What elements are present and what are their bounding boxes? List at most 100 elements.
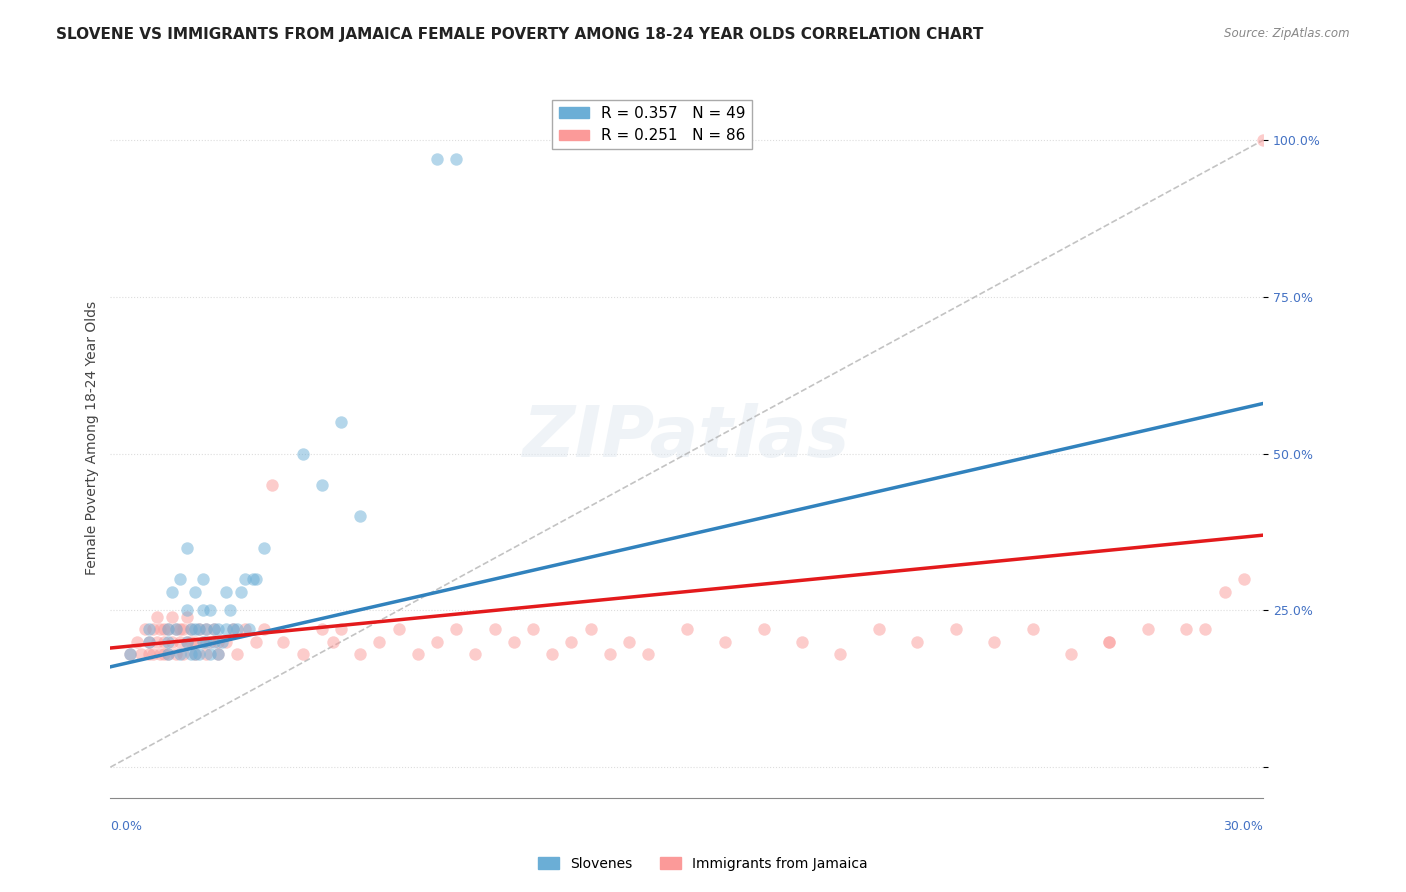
Point xyxy=(368,634,391,648)
Point xyxy=(579,622,602,636)
Point xyxy=(165,622,187,636)
Point xyxy=(426,152,449,166)
Point xyxy=(180,648,202,662)
Point xyxy=(145,634,167,648)
Point xyxy=(191,634,214,648)
Point xyxy=(1098,634,1121,648)
Point xyxy=(184,622,207,636)
Point xyxy=(184,584,207,599)
Point xyxy=(215,634,238,648)
Point xyxy=(905,634,928,648)
Point xyxy=(153,648,176,662)
Point xyxy=(134,622,156,636)
Point xyxy=(238,622,260,636)
Point xyxy=(149,622,172,636)
Point xyxy=(176,609,198,624)
Point xyxy=(200,648,222,662)
Point xyxy=(138,622,160,636)
Point xyxy=(226,648,249,662)
Point xyxy=(311,622,333,636)
Point xyxy=(180,622,202,636)
Point xyxy=(617,634,640,648)
Point xyxy=(291,648,314,662)
Point xyxy=(1098,634,1121,648)
Point xyxy=(180,634,202,648)
Point xyxy=(191,572,214,586)
Point xyxy=(868,622,890,636)
Point xyxy=(945,622,967,636)
Point xyxy=(165,648,187,662)
Point xyxy=(202,622,225,636)
Point xyxy=(233,622,256,636)
Point xyxy=(184,648,207,662)
Point xyxy=(291,447,314,461)
Point xyxy=(207,634,229,648)
Point xyxy=(444,152,467,166)
Point xyxy=(253,541,276,555)
Point xyxy=(195,622,218,636)
Point xyxy=(714,634,737,648)
Point xyxy=(169,634,191,648)
Point xyxy=(790,634,813,648)
Point xyxy=(195,634,218,648)
Point xyxy=(200,634,222,648)
Point xyxy=(195,648,218,662)
Point xyxy=(675,622,697,636)
Point xyxy=(484,622,506,636)
Point xyxy=(157,648,180,662)
Point xyxy=(187,622,209,636)
Point xyxy=(229,584,252,599)
Y-axis label: Female Poverty Among 18-24 Year Olds: Female Poverty Among 18-24 Year Olds xyxy=(86,301,100,575)
Point xyxy=(349,509,371,524)
Point xyxy=(129,648,152,662)
Point xyxy=(207,622,229,636)
Point xyxy=(200,603,222,617)
Point xyxy=(260,478,283,492)
Legend: Slovenes, Immigrants from Jamaica: Slovenes, Immigrants from Jamaica xyxy=(533,851,873,876)
Point xyxy=(160,609,183,624)
Point xyxy=(195,622,218,636)
Point xyxy=(426,634,449,648)
Point xyxy=(191,603,214,617)
Text: 0.0%: 0.0% xyxy=(111,821,142,833)
Text: Source: ZipAtlas.com: Source: ZipAtlas.com xyxy=(1225,27,1350,40)
Point xyxy=(165,622,187,636)
Point xyxy=(464,648,486,662)
Point xyxy=(207,648,229,662)
Point xyxy=(138,634,160,648)
Point xyxy=(118,648,141,662)
Point xyxy=(329,415,352,429)
Point xyxy=(752,622,775,636)
Point xyxy=(180,622,202,636)
Point xyxy=(273,634,295,648)
Point xyxy=(176,634,198,648)
Point xyxy=(191,634,214,648)
Point xyxy=(202,622,225,636)
Point xyxy=(502,634,524,648)
Point xyxy=(222,622,245,636)
Point xyxy=(1136,622,1159,636)
Point xyxy=(522,622,544,636)
Point xyxy=(311,478,333,492)
Point xyxy=(253,622,276,636)
Point xyxy=(145,609,167,624)
Point xyxy=(157,648,180,662)
Point xyxy=(176,634,198,648)
Point xyxy=(118,648,141,662)
Point xyxy=(983,634,1005,648)
Point xyxy=(207,648,229,662)
Text: ZIPatlas: ZIPatlas xyxy=(523,403,851,473)
Point xyxy=(1021,622,1043,636)
Point xyxy=(329,622,352,636)
Point xyxy=(226,622,249,636)
Point xyxy=(138,634,160,648)
Point xyxy=(406,648,429,662)
Point xyxy=(169,572,191,586)
Point xyxy=(184,634,207,648)
Point xyxy=(149,648,172,662)
Point xyxy=(157,622,180,636)
Point xyxy=(157,634,180,648)
Point xyxy=(187,648,209,662)
Point xyxy=(830,648,852,662)
Point xyxy=(222,622,245,636)
